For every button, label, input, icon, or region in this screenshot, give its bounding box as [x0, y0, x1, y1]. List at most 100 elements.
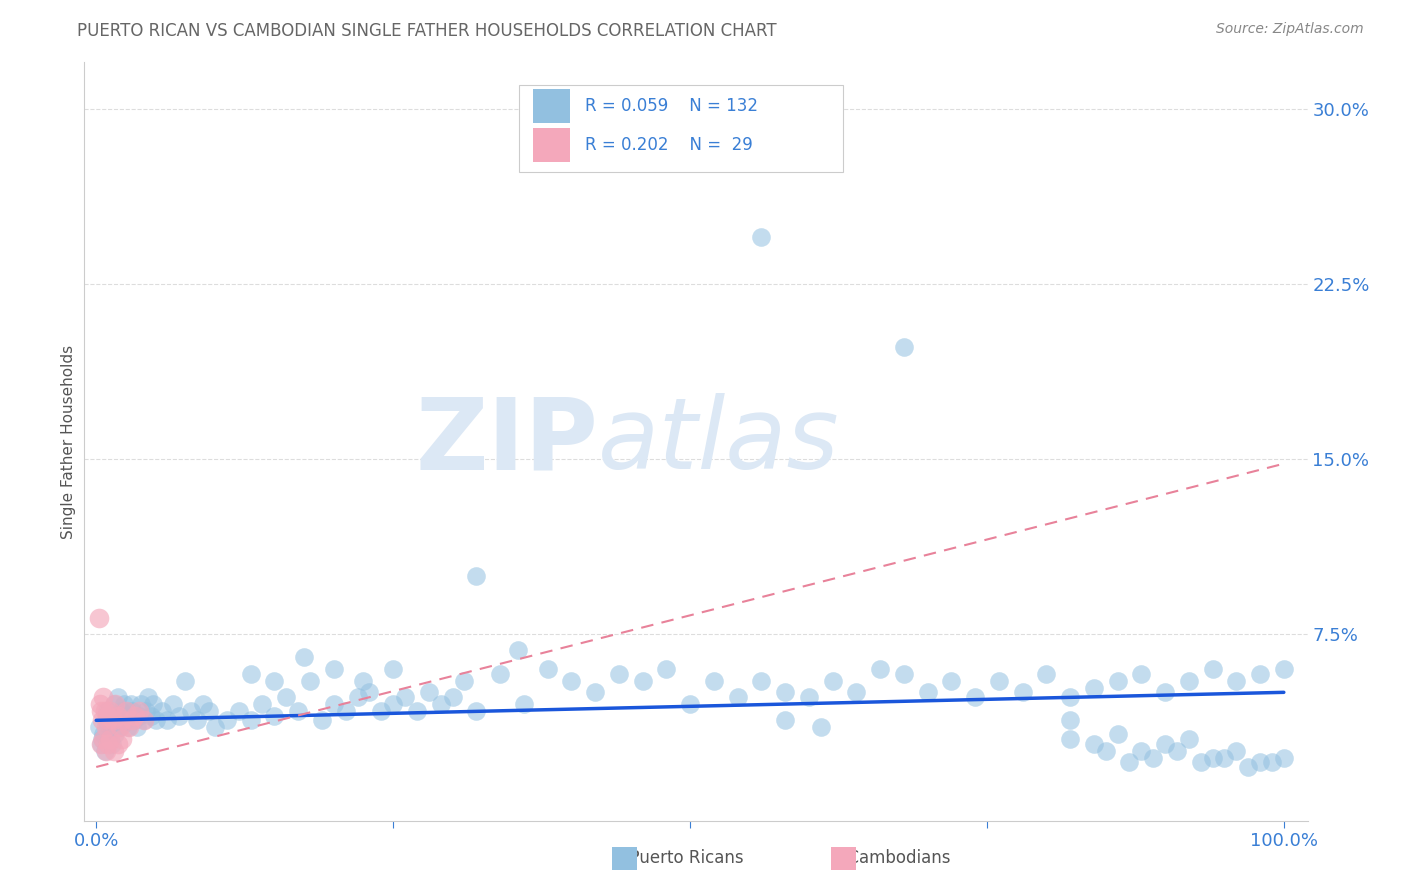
- Point: [1178, 731, 1201, 746]
- Y-axis label: Single Father Households: Single Father Households: [60, 344, 76, 539]
- Point: [963, 690, 986, 704]
- Point: [104, 697, 127, 711]
- Point: [174, 673, 197, 688]
- Point: [108, 720, 131, 734]
- Point: [810, 720, 832, 734]
- Point: [87, 610, 110, 624]
- Point: [150, 704, 173, 718]
- Point: [382, 697, 405, 711]
- Point: [111, 731, 134, 746]
- Point: [128, 704, 150, 718]
- Point: [607, 666, 630, 681]
- Point: [103, 697, 125, 711]
- Point: [97, 737, 120, 751]
- Point: [276, 690, 298, 704]
- Point: [917, 685, 939, 699]
- Point: [1107, 727, 1129, 741]
- Point: [94, 720, 117, 734]
- Point: [96, 708, 118, 723]
- Text: R = 0.202    N =  29: R = 0.202 N = 29: [585, 136, 752, 153]
- Point: [359, 685, 381, 699]
- Point: [100, 731, 122, 746]
- Point: [121, 714, 143, 728]
- Point: [107, 690, 129, 704]
- Point: [107, 720, 129, 734]
- Point: [111, 714, 134, 728]
- Point: [797, 690, 820, 704]
- Point: [987, 673, 1010, 688]
- Point: [93, 731, 115, 746]
- Point: [1261, 756, 1284, 770]
- Point: [117, 720, 139, 734]
- Point: [105, 708, 128, 723]
- Text: ZIP: ZIP: [415, 393, 598, 490]
- Point: [110, 704, 132, 718]
- Point: [100, 723, 122, 737]
- Text: Source: ZipAtlas.com: Source: ZipAtlas.com: [1216, 22, 1364, 37]
- Point: [94, 744, 117, 758]
- Point: [773, 685, 796, 699]
- Point: [118, 714, 141, 728]
- Point: [1011, 685, 1033, 699]
- Point: [418, 685, 440, 699]
- Point: [773, 714, 796, 728]
- Point: [821, 673, 844, 688]
- Point: [1201, 662, 1223, 676]
- Point: [90, 704, 112, 718]
- Point: [114, 714, 136, 728]
- Point: [298, 673, 321, 688]
- Point: [90, 737, 112, 751]
- Point: [228, 704, 250, 718]
- Point: [1154, 737, 1177, 751]
- Point: [138, 690, 160, 704]
- Point: [191, 697, 214, 711]
- Point: [132, 714, 155, 728]
- Point: [845, 685, 868, 699]
- Point: [1178, 673, 1201, 688]
- Text: Cambodians: Cambodians: [837, 849, 950, 867]
- Point: [139, 708, 162, 723]
- Point: [101, 714, 124, 728]
- Point: [239, 714, 262, 728]
- Point: [1272, 750, 1295, 764]
- Point: [465, 568, 488, 582]
- Point: [103, 744, 125, 758]
- Point: [94, 714, 117, 728]
- Point: [87, 720, 110, 734]
- Point: [1237, 760, 1260, 774]
- Point: [352, 673, 374, 688]
- Point: [1118, 756, 1140, 770]
- Point: [263, 673, 285, 688]
- Point: [1225, 744, 1247, 758]
- Point: [125, 720, 148, 734]
- Point: [322, 662, 344, 676]
- Point: [1249, 666, 1271, 681]
- Point: [1249, 756, 1271, 770]
- Point: [115, 704, 138, 718]
- Point: [382, 662, 405, 676]
- Point: [1035, 666, 1057, 681]
- Point: [93, 727, 115, 741]
- Point: [1154, 685, 1177, 699]
- Point: [91, 731, 114, 746]
- Point: [1059, 690, 1081, 704]
- Point: [252, 697, 274, 711]
- Point: [124, 708, 146, 723]
- Text: atlas: atlas: [598, 393, 839, 490]
- Point: [465, 704, 488, 718]
- Point: [107, 708, 129, 723]
- Point: [198, 704, 221, 718]
- Point: [489, 666, 512, 681]
- Point: [311, 714, 333, 728]
- Point: [453, 673, 475, 688]
- Point: [121, 704, 143, 718]
- Point: [941, 673, 963, 688]
- Bar: [533, 128, 569, 162]
- Point: [1201, 750, 1223, 764]
- Point: [118, 720, 141, 734]
- Point: [631, 673, 654, 688]
- Point: [1166, 744, 1188, 758]
- Point: [335, 704, 357, 718]
- Point: [145, 714, 167, 728]
- Bar: [533, 88, 569, 123]
